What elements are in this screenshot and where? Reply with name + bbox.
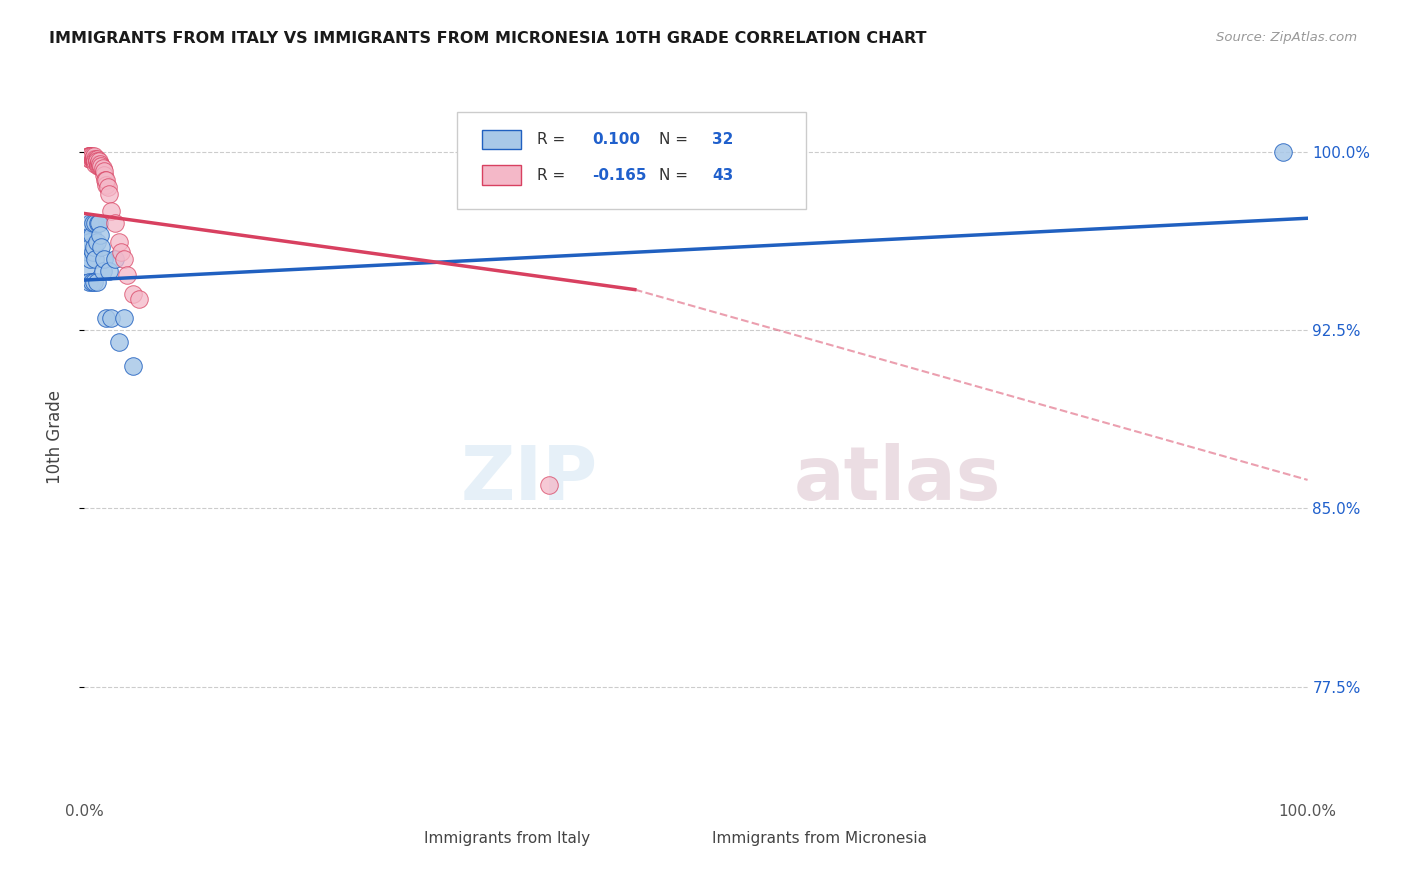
Text: Immigrants from Micronesia: Immigrants from Micronesia xyxy=(711,831,927,847)
Point xyxy=(80,227,103,242)
Point xyxy=(91,263,114,277)
Text: -0.165: -0.165 xyxy=(592,168,647,183)
Point xyxy=(83,240,105,254)
Point xyxy=(82,244,104,259)
Point xyxy=(100,204,122,219)
Text: R =: R = xyxy=(537,168,565,183)
FancyBboxPatch shape xyxy=(457,112,806,209)
Text: Immigrants from Italy: Immigrants from Italy xyxy=(425,831,591,847)
Point xyxy=(79,149,101,163)
Text: atlas: atlas xyxy=(794,443,1001,516)
Point xyxy=(94,173,117,187)
Point xyxy=(77,149,100,163)
Point xyxy=(82,152,104,166)
Point xyxy=(100,311,122,326)
Point xyxy=(89,159,111,173)
Point xyxy=(104,216,127,230)
Point xyxy=(76,259,98,273)
Y-axis label: 10th Grade: 10th Grade xyxy=(45,390,63,484)
Point xyxy=(82,216,104,230)
Point xyxy=(96,173,118,187)
Point xyxy=(107,235,129,249)
FancyBboxPatch shape xyxy=(482,165,522,186)
Point xyxy=(84,154,107,169)
Point xyxy=(87,156,110,170)
Point xyxy=(79,252,101,266)
Point xyxy=(77,276,100,290)
Point xyxy=(115,268,138,283)
Text: Source: ZipAtlas.com: Source: ZipAtlas.com xyxy=(1216,31,1357,45)
Point xyxy=(104,252,127,266)
Point xyxy=(97,263,120,277)
Point xyxy=(538,477,561,491)
Point xyxy=(77,230,100,244)
Text: N =: N = xyxy=(659,168,689,183)
Point xyxy=(83,149,105,163)
Point xyxy=(77,244,100,259)
Point xyxy=(84,152,107,166)
Point xyxy=(93,252,115,266)
Text: ZIP: ZIP xyxy=(461,443,598,516)
Point xyxy=(87,154,110,169)
Point xyxy=(79,240,101,254)
Point xyxy=(77,149,100,163)
Point xyxy=(112,311,135,326)
Point xyxy=(96,311,118,326)
Point xyxy=(77,235,100,249)
Text: 0.100: 0.100 xyxy=(592,132,640,147)
Point xyxy=(77,149,100,163)
Text: R =: R = xyxy=(537,132,565,147)
Point xyxy=(79,152,101,166)
Point xyxy=(86,154,108,169)
Point xyxy=(87,216,110,230)
Point xyxy=(128,292,150,306)
Point xyxy=(90,159,112,173)
Point xyxy=(87,216,110,230)
Point xyxy=(110,244,132,259)
Point xyxy=(82,152,104,166)
Point xyxy=(107,334,129,349)
Point xyxy=(83,276,105,290)
Point xyxy=(83,152,105,166)
FancyBboxPatch shape xyxy=(378,831,412,847)
Point xyxy=(83,152,105,166)
Point xyxy=(79,152,101,166)
FancyBboxPatch shape xyxy=(482,129,522,150)
Text: 43: 43 xyxy=(711,168,733,183)
Point xyxy=(97,180,120,194)
Point xyxy=(122,287,145,301)
Point xyxy=(86,154,108,169)
Point xyxy=(86,235,108,249)
Point xyxy=(89,227,111,242)
Point xyxy=(84,252,107,266)
Point xyxy=(96,178,118,192)
FancyBboxPatch shape xyxy=(665,831,700,847)
Point xyxy=(97,187,120,202)
Point xyxy=(1272,145,1295,159)
Point xyxy=(84,156,107,170)
Point xyxy=(91,161,114,176)
Point xyxy=(84,216,107,230)
Point xyxy=(93,163,115,178)
Point xyxy=(80,276,103,290)
Point xyxy=(122,359,145,373)
Point xyxy=(86,152,108,166)
Text: 32: 32 xyxy=(711,132,734,147)
Text: N =: N = xyxy=(659,132,689,147)
Point xyxy=(79,216,101,230)
Point xyxy=(80,152,103,166)
Text: IMMIGRANTS FROM ITALY VS IMMIGRANTS FROM MICRONESIA 10TH GRADE CORRELATION CHART: IMMIGRANTS FROM ITALY VS IMMIGRANTS FROM… xyxy=(49,31,927,46)
Point xyxy=(90,240,112,254)
Point xyxy=(87,159,110,173)
Point xyxy=(86,276,108,290)
Point xyxy=(80,149,103,163)
Point xyxy=(112,252,135,266)
Point xyxy=(89,156,111,170)
Point xyxy=(93,169,115,183)
Point xyxy=(87,159,110,173)
